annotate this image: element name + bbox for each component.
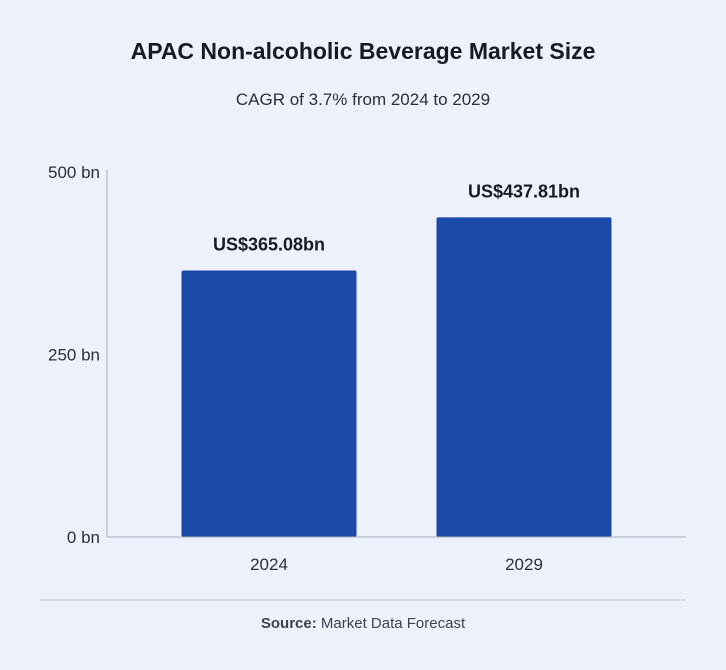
data-label: US$365.08bn — [213, 234, 325, 254]
bar-2029 — [436, 217, 612, 538]
chart-subtitle: CAGR of 3.7% from 2024 to 2029 — [235, 90, 491, 109]
data-label: US$437.81bn — [468, 181, 580, 201]
y-tick-label: 250 bn — [48, 346, 100, 365]
y-axis: 0 bn 250 bn 500 bn — [48, 163, 108, 547]
x-tick-label: 2029 — [505, 555, 543, 574]
x-axis: 2024 2029 — [107, 536, 686, 574]
source-label: Source: — [260, 615, 317, 632]
source-note: Source: Market Data Forecast — [0, 615, 726, 632]
x-tick-label: 2024 — [250, 555, 288, 574]
source-text: Market Data Forecast — [320, 615, 466, 632]
y-tick-label: 0 bn — [67, 528, 100, 547]
bars: US$365.08bn US$437.81bn — [181, 181, 612, 538]
chart-title: APAC Non-alcoholic Beverage Market Size — [130, 38, 596, 64]
bar-2024 — [181, 270, 357, 537]
y-tick-label: 500 bn — [48, 163, 100, 182]
